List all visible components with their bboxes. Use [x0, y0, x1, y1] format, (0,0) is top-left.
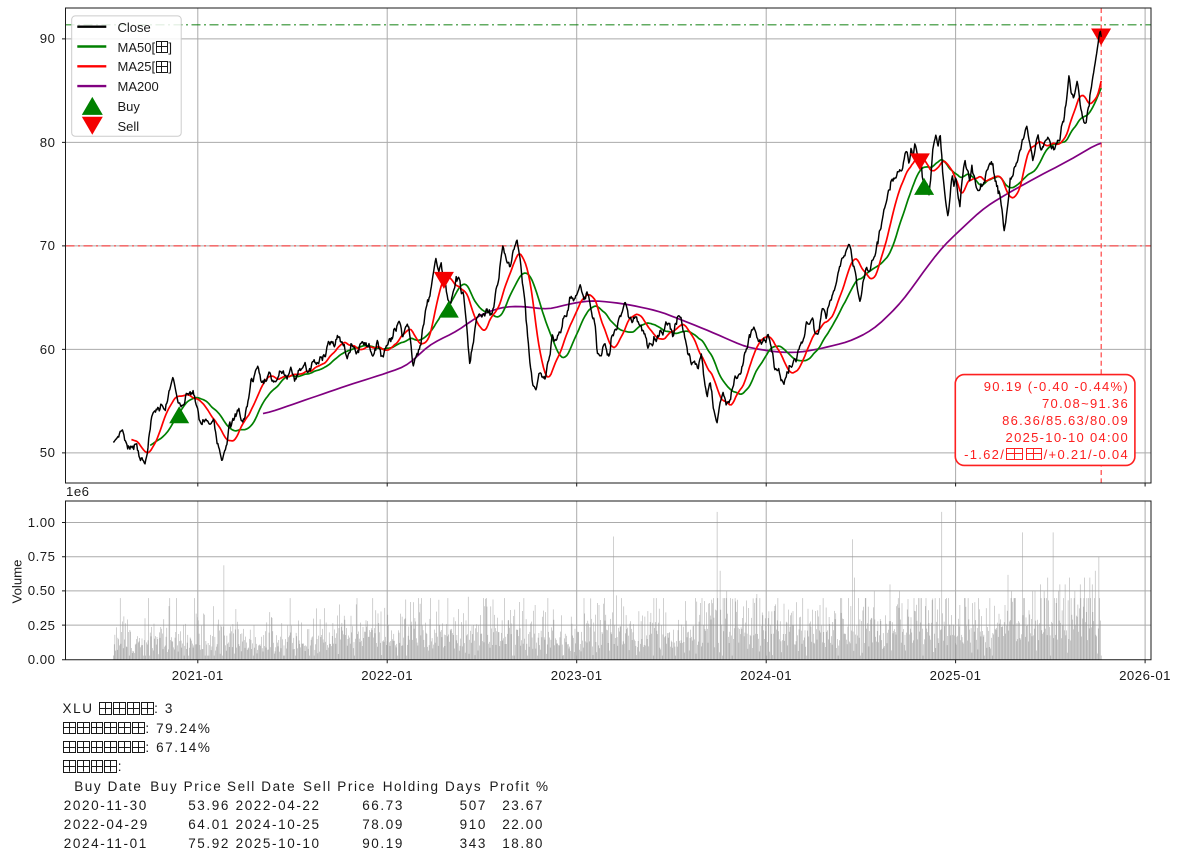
- svg-text:Volume: Volume: [10, 560, 25, 604]
